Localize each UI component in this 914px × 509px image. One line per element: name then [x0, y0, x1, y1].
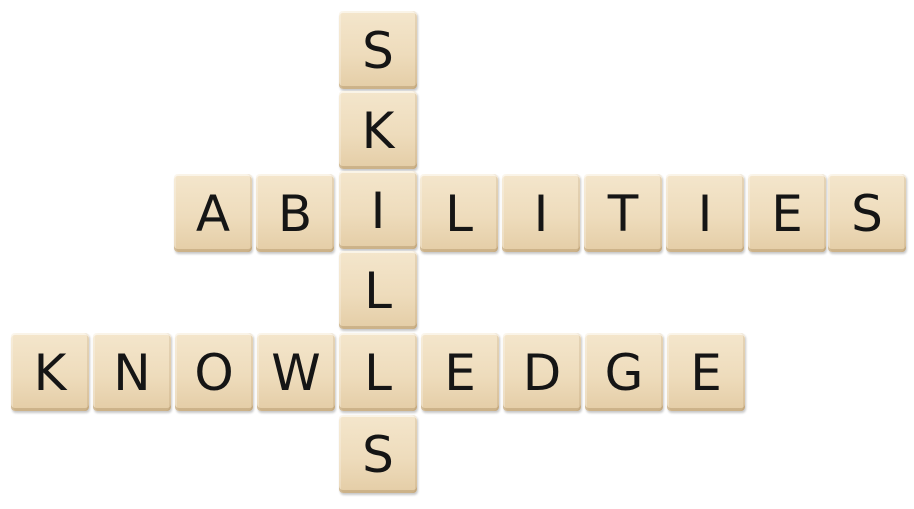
- tile-letter: I: [697, 185, 713, 243]
- tile-knowledge-1: K: [11, 333, 89, 411]
- tile-letter: S: [362, 426, 394, 484]
- tile-letter: L: [364, 344, 392, 402]
- tile-skills-6: S: [339, 415, 417, 493]
- tile-letter: K: [361, 102, 395, 160]
- tile-abilities-6: T: [584, 174, 662, 252]
- tile-letter: N: [113, 344, 151, 402]
- tile-letter: I: [533, 185, 549, 243]
- tile-skills-4: L: [339, 251, 417, 329]
- tile-abilities-8: E: [748, 174, 826, 252]
- tile-abilities-2: B: [256, 174, 334, 252]
- tile-letter: O: [194, 344, 234, 402]
- tile-letter: B: [277, 185, 313, 243]
- tile-knowledge-7: D: [503, 333, 581, 411]
- tile-abilities-7: I: [666, 174, 744, 252]
- tile-letter: S: [851, 185, 883, 243]
- tile-skills-1: S: [339, 11, 417, 89]
- tile-letter: A: [195, 185, 231, 243]
- tile-knowledge-9: E: [667, 333, 745, 411]
- tile-abilities-5: I: [502, 174, 580, 252]
- tile-skills-5: L: [339, 333, 417, 411]
- tile-knowledge-3: O: [175, 333, 253, 411]
- tile-knowledge-8: G: [585, 333, 663, 411]
- tile-letter: I: [370, 182, 386, 240]
- tile-letter: E: [690, 344, 722, 402]
- tile-knowledge-2: N: [93, 333, 171, 411]
- tile-knowledge-6: E: [421, 333, 499, 411]
- tile-letter: E: [771, 185, 803, 243]
- tile-letter: L: [445, 185, 473, 243]
- tile-abilities-4: L: [420, 174, 498, 252]
- tile-letter: L: [364, 262, 392, 320]
- tile-letter: G: [604, 344, 644, 402]
- tile-letter: S: [362, 22, 394, 80]
- tile-abilities-9: S: [828, 174, 906, 252]
- tile-letter: E: [444, 344, 476, 402]
- tile-skills-3: I: [339, 171, 417, 249]
- tile-letter: W: [271, 344, 321, 402]
- tile-letter: D: [522, 344, 562, 402]
- tile-skills-2: K: [339, 91, 417, 169]
- tile-letter: T: [607, 185, 639, 243]
- tile-knowledge-4: W: [257, 333, 335, 411]
- tile-abilities-1: A: [174, 174, 252, 252]
- tile-letter: K: [33, 344, 67, 402]
